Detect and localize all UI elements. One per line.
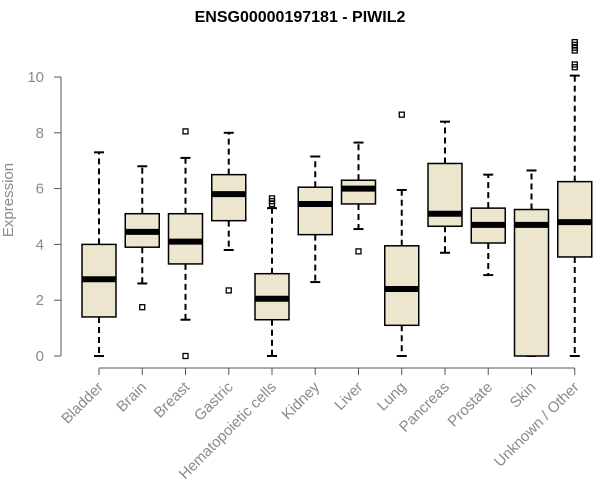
box-bladder — [81, 151, 117, 357]
y-tick-label: 6 — [36, 181, 44, 198]
box-iqr — [513, 208, 550, 357]
x-tick-label: Liver — [331, 379, 366, 414]
x-tick-label: Bladder — [58, 379, 107, 428]
box-iqr — [297, 186, 333, 236]
chart-title: ENSG00000197181 - PIWIL2 — [195, 9, 406, 26]
y-tick-label: 2 — [36, 292, 44, 309]
outlier-point — [182, 128, 189, 135]
box-lung — [384, 111, 420, 357]
outlier-point — [225, 287, 232, 294]
x-tick-label: Lung — [374, 379, 410, 415]
x-tick-label: Breast — [151, 378, 194, 421]
y-tick-label: 8 — [36, 125, 44, 142]
outlier-point — [182, 352, 189, 360]
x-tick-label: Prostate — [445, 379, 497, 431]
box-prostate — [470, 173, 506, 277]
x-tick-label: Brain — [113, 379, 150, 416]
outlier-point — [139, 304, 146, 311]
box-hematopoietic-cells — [254, 195, 290, 357]
box-iqr — [340, 179, 377, 205]
y-tick-label: 10 — [27, 69, 44, 86]
box-pancreas — [427, 120, 463, 254]
box-skin — [513, 169, 550, 357]
y-tick-label: 0 — [36, 348, 44, 365]
outlier-point — [571, 61, 578, 68]
box-liver — [340, 141, 377, 255]
box-gastric — [211, 131, 247, 294]
boxes — [81, 38, 593, 360]
y-axis-label: Expression — [0, 163, 17, 237]
outlier-point — [268, 195, 276, 202]
x-tick-label: Kidney — [279, 378, 324, 423]
box-kidney — [297, 155, 333, 284]
outlier-point — [571, 38, 578, 46]
axes: 0 2 4 6 8 10 — [27, 69, 576, 375]
box-iqr — [211, 173, 247, 222]
box-iqr — [427, 162, 463, 228]
box-breast — [167, 128, 204, 360]
outlier-point — [398, 111, 405, 118]
y-tick-label: 4 — [36, 236, 44, 253]
outlier-point — [355, 248, 362, 255]
x-tick-label: Skin — [507, 379, 540, 412]
box-iqr — [384, 245, 420, 327]
box-unknown-other — [557, 38, 593, 357]
box-brain — [124, 165, 160, 311]
